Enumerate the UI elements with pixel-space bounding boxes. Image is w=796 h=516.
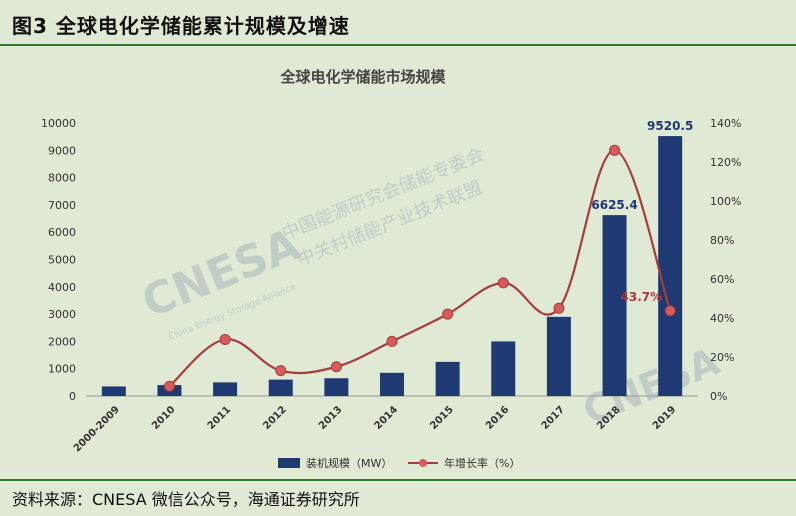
growth-point-2015 (442, 308, 454, 320)
growth-point-2019 (664, 305, 676, 317)
category-label: 2012 (261, 404, 288, 431)
right-tick-label: 60% (710, 273, 734, 286)
bar-2019 (658, 136, 683, 397)
bar-2011 (213, 382, 238, 396)
left-tick-label: 0 (69, 390, 76, 403)
legend-bar-label: 装机规模（MW） (306, 456, 392, 470)
left-tick-label: 3000 (48, 308, 76, 321)
data-label-2019: 43.7% (621, 290, 663, 304)
left-tick-label: 1000 (48, 363, 76, 376)
data-labels: 6625.4 9520.5 43.7% (591, 119, 693, 304)
category-label: 2000-2009 (72, 404, 122, 454)
left-tick-label: 2000 (48, 335, 76, 348)
category-label: 2010 (150, 404, 177, 431)
growth-point-2012 (275, 365, 287, 377)
legend-bar-swatch (278, 458, 300, 468)
growth-point-2010 (163, 380, 175, 392)
bar-2014 (380, 372, 404, 396)
left-tick-label: 5000 (48, 254, 76, 267)
category-label: 2015 (428, 404, 455, 431)
figure-title: 图3 全球电化学储能累计规模及增速 (12, 14, 350, 38)
left-tick-label: 8000 (48, 172, 76, 185)
bar-2018 (602, 215, 627, 396)
source-note: 资料来源：CNESA 微信公众号，海通证券研究所 (12, 490, 360, 509)
left-axis: 0 1000 2000 3000 4000 5000 6000 7000 8000 9000 100… (41, 117, 76, 403)
bar-2017 (546, 316, 571, 396)
left-tick-label: 7000 (48, 199, 76, 212)
growth-point-2018 (609, 144, 621, 156)
legend: 装机规模（MW） 年增长率（%） (278, 456, 520, 470)
data-label-2019: 9520.5 (647, 119, 693, 133)
bar-2000-2009 (101, 386, 126, 396)
left-tick-label: 9000 (48, 144, 76, 157)
legend-line-marker (419, 459, 427, 467)
legend-line-label: 年增长率（%） (444, 456, 520, 470)
bar-2012 (268, 379, 293, 396)
bar-2013 (324, 378, 349, 396)
growth-point-2013 (330, 361, 342, 373)
right-axis: 0% 20% 40% 60% 80% 100% 120% 140% (710, 117, 741, 403)
growth-point-2014 (386, 335, 398, 347)
right-tick-label: 20% (710, 351, 734, 364)
right-tick-label: 80% (710, 234, 734, 247)
growth-point-2017 (553, 302, 565, 314)
data-label-2018: 6625.4 (591, 198, 637, 212)
left-tick-label: 10000 (41, 117, 76, 130)
bar-series (101, 136, 683, 397)
bar-2015 (435, 361, 460, 396)
right-tick-label: 0% (710, 390, 727, 403)
growth-point-2011 (219, 333, 231, 345)
category-label: 2011 (206, 404, 233, 431)
growth-point-2016 (497, 277, 509, 289)
category-label: 2013 (317, 404, 344, 431)
bottom-divider (0, 479, 796, 481)
category-label: 2017 (540, 404, 567, 431)
line-series (163, 144, 676, 392)
right-tick-label: 120% (710, 156, 741, 169)
category-label: 2016 (484, 404, 511, 431)
right-tick-label: 40% (710, 312, 734, 325)
right-tick-label: 140% (710, 117, 741, 130)
chart-title: 全球电化学储能市场规模 (279, 68, 446, 86)
top-divider (0, 44, 796, 46)
left-tick-label: 4000 (48, 281, 76, 294)
bar-2016 (491, 341, 516, 396)
left-tick-label: 6000 (48, 226, 76, 239)
category-label: 2014 (373, 404, 400, 431)
right-tick-label: 100% (710, 195, 741, 208)
